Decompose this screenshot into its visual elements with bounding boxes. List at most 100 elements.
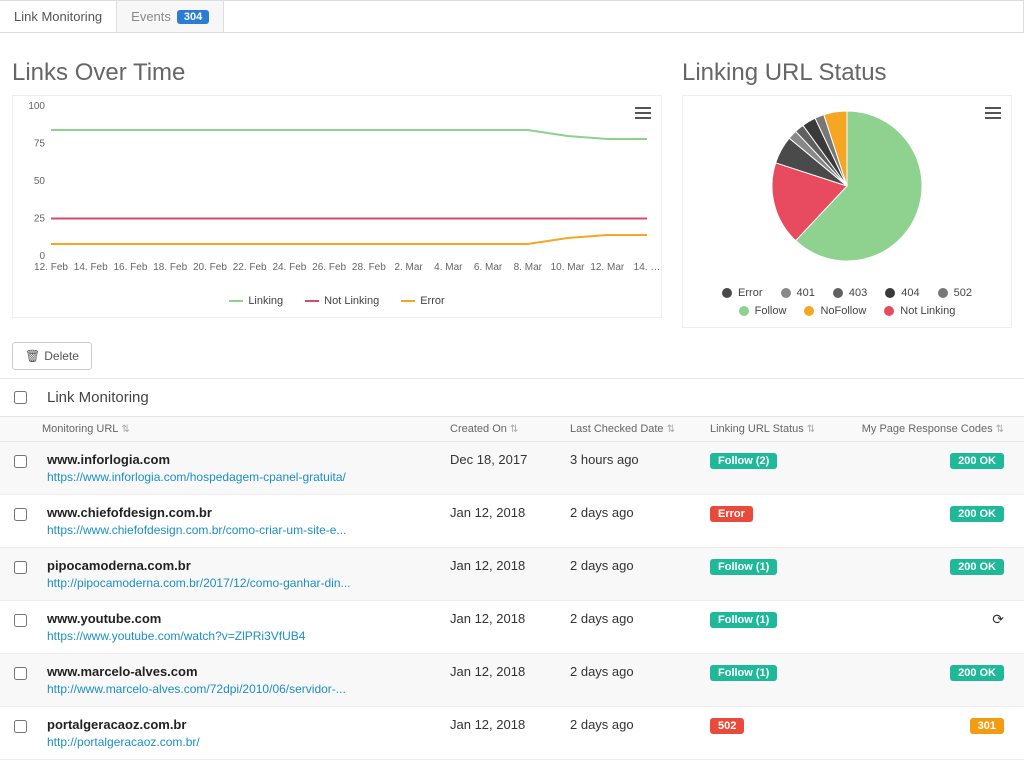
table-row: www.youtube.com https://www.youtube.com/… bbox=[0, 601, 1024, 654]
col-created[interactable]: Created On⇅ bbox=[450, 423, 570, 435]
svg-text:8. Mar: 8. Mar bbox=[514, 262, 543, 273]
pie-chart-title: Linking URL Status bbox=[682, 59, 1012, 87]
cell-created: Jan 12, 2018 bbox=[450, 664, 570, 679]
svg-text:20. Feb: 20. Feb bbox=[193, 262, 227, 273]
tab-link-monitoring[interactable]: Link Monitoring bbox=[0, 1, 117, 32]
row-sublink[interactable]: http://www.marcelo-alves.com/72dpi/2010/… bbox=[47, 682, 450, 696]
sort-icon: ⇅ bbox=[667, 424, 675, 435]
line-chart: 025507510012. Feb14. Feb16. Feb18. Feb20… bbox=[13, 96, 661, 286]
svg-text:18. Feb: 18. Feb bbox=[153, 262, 187, 273]
legend-item[interactable]: 404 bbox=[885, 287, 919, 299]
table-row: www.inforlogia.com https://www.inforlogi… bbox=[0, 442, 1024, 495]
cell-resp: 301 bbox=[850, 717, 1010, 734]
cell-resp: 200 OK bbox=[850, 505, 1010, 522]
row-title[interactable]: www.marcelo-alves.com bbox=[47, 664, 450, 679]
pie-chart-panel: Linking URL Status Error 401 403 404 502 Foll… bbox=[682, 43, 1012, 328]
svg-text:6. Mar: 6. Mar bbox=[474, 262, 503, 273]
col-status[interactable]: Linking URL Status⇅ bbox=[710, 423, 850, 435]
legend-item[interactable]: Not Linking bbox=[305, 295, 379, 307]
svg-text:24. Feb: 24. Feb bbox=[272, 262, 306, 273]
legend-item[interactable]: Error bbox=[401, 295, 444, 307]
legend-item[interactable]: Linking bbox=[229, 295, 283, 307]
row-checkbox[interactable] bbox=[14, 455, 27, 468]
cell-url: portalgeracaoz.com.br http://portalgerac… bbox=[47, 717, 450, 749]
table-row: www.marcelo-alves.com http://www.marcelo… bbox=[0, 654, 1024, 707]
col-url[interactable]: Monitoring URL⇅ bbox=[42, 423, 450, 435]
cell-resp: 200 OK bbox=[850, 452, 1010, 469]
cell-created: Dec 18, 2017 bbox=[450, 452, 570, 467]
svg-text:25: 25 bbox=[34, 214, 46, 225]
cell-url: www.chiefofdesign.com.br https://www.chi… bbox=[47, 505, 450, 537]
row-checkbox[interactable] bbox=[14, 561, 27, 574]
svg-text:12. Feb: 12. Feb bbox=[34, 262, 68, 273]
pie-chart bbox=[683, 96, 1011, 276]
cell-created: Jan 12, 2018 bbox=[450, 505, 570, 520]
response-badge: 200 OK bbox=[950, 665, 1004, 681]
line-chart-title: Links Over Time bbox=[12, 59, 662, 87]
sort-icon: ⇅ bbox=[996, 424, 1004, 435]
table-row: www.chiefofdesign.com.br https://www.chi… bbox=[0, 495, 1024, 548]
row-sublink[interactable]: https://www.chiefofdesign.com.br/como-cr… bbox=[47, 523, 450, 537]
legend-item[interactable]: NoFollow bbox=[804, 305, 866, 317]
cell-status: Follow (2) bbox=[710, 452, 850, 469]
cell-resp: ⟳ bbox=[850, 611, 1010, 628]
delete-button[interactable]: 🗑 Delete bbox=[12, 342, 92, 370]
row-title[interactable]: www.youtube.com bbox=[47, 611, 450, 626]
table-header-row: Link Monitoring bbox=[0, 379, 1024, 417]
cell-url: pipocamoderna.com.br http://pipocamodern… bbox=[47, 558, 450, 590]
tab-events[interactable]: Events 304 bbox=[117, 1, 224, 32]
trash-icon: 🗑 bbox=[25, 349, 40, 363]
cell-resp: 200 OK bbox=[850, 558, 1010, 575]
row-checkbox[interactable] bbox=[14, 720, 27, 733]
row-sublink[interactable]: http://pipocamoderna.com.br/2017/12/como… bbox=[47, 576, 450, 590]
svg-text:12. Mar: 12. Mar bbox=[590, 262, 625, 273]
line-chart-box: 025507510012. Feb14. Feb16. Feb18. Feb20… bbox=[12, 95, 662, 318]
response-badge: 200 OK bbox=[950, 506, 1004, 522]
table: Link Monitoring Monitoring URL⇅ Created … bbox=[0, 378, 1024, 760]
svg-text:14. Feb: 14. Feb bbox=[74, 262, 108, 273]
cell-url: www.inforlogia.com https://www.inforlogi… bbox=[47, 452, 450, 484]
svg-text:100: 100 bbox=[28, 101, 45, 112]
cell-created: Jan 12, 2018 bbox=[450, 611, 570, 626]
chart-menu-icon[interactable] bbox=[985, 104, 1001, 122]
sort-icon: ⇅ bbox=[510, 424, 518, 435]
chart-menu-icon[interactable] bbox=[635, 104, 651, 122]
cell-checked: 2 days ago bbox=[570, 505, 710, 520]
legend-item[interactable]: Follow bbox=[739, 305, 787, 317]
table-title: Link Monitoring bbox=[47, 389, 149, 406]
svg-text:16. Feb: 16. Feb bbox=[114, 262, 148, 273]
col-resp[interactable]: My Page Response Codes⇅ bbox=[850, 423, 1010, 435]
svg-text:0: 0 bbox=[39, 251, 45, 262]
row-sublink[interactable]: https://www.inforlogia.com/hospedagem-cp… bbox=[47, 470, 450, 484]
legend-item[interactable]: 401 bbox=[781, 287, 815, 299]
svg-text:22. Feb: 22. Feb bbox=[233, 262, 267, 273]
events-count-badge: 304 bbox=[177, 10, 209, 24]
column-headers: Monitoring URL⇅ Created On⇅ Last Checked… bbox=[0, 417, 1024, 442]
cell-status: Follow (1) bbox=[710, 558, 850, 575]
svg-text:75: 75 bbox=[34, 139, 46, 150]
table-row: pipocamoderna.com.br http://pipocamodern… bbox=[0, 548, 1024, 601]
row-checkbox[interactable] bbox=[14, 508, 27, 521]
status-badge: Error bbox=[710, 506, 753, 522]
row-title[interactable]: pipocamoderna.com.br bbox=[47, 558, 450, 573]
select-all-checkbox[interactable] bbox=[14, 391, 27, 404]
sort-icon: ⇅ bbox=[121, 424, 129, 435]
row-sublink[interactable]: http://portalgeracaoz.com.br/ bbox=[47, 735, 450, 749]
cell-status: Follow (1) bbox=[710, 664, 850, 681]
legend-item[interactable]: 502 bbox=[938, 287, 972, 299]
row-title[interactable]: portalgeracaoz.com.br bbox=[47, 717, 450, 732]
cell-checked: 3 hours ago bbox=[570, 452, 710, 467]
row-title[interactable]: www.inforlogia.com bbox=[47, 452, 450, 467]
refresh-icon[interactable]: ⟳ bbox=[992, 611, 1004, 627]
legend-item[interactable]: Not Linking bbox=[884, 305, 955, 317]
row-checkbox[interactable] bbox=[14, 667, 27, 680]
row-title[interactable]: www.chiefofdesign.com.br bbox=[47, 505, 450, 520]
status-badge: Follow (2) bbox=[710, 453, 777, 469]
col-checked[interactable]: Last Checked Date⇅ bbox=[570, 423, 710, 435]
legend-item[interactable]: 403 bbox=[833, 287, 867, 299]
svg-text:10. Mar: 10. Mar bbox=[551, 262, 586, 273]
row-sublink[interactable]: https://www.youtube.com/watch?v=ZlPRi3Vf… bbox=[47, 629, 450, 643]
status-badge: Follow (1) bbox=[710, 612, 777, 628]
legend-item[interactable]: Error bbox=[722, 287, 762, 299]
status-badge: Follow (1) bbox=[710, 559, 777, 575]
